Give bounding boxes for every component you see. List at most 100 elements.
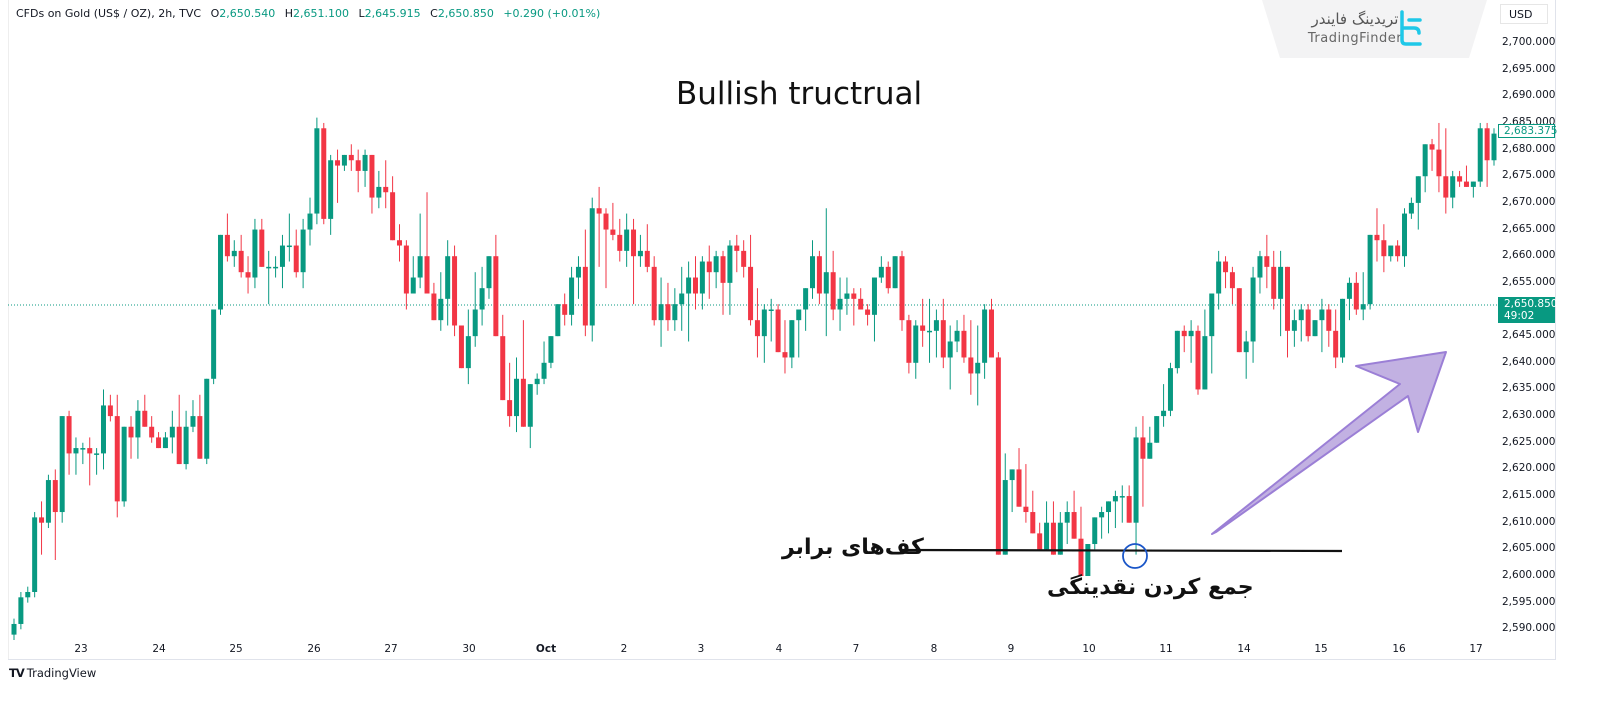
candle — [947, 325, 953, 390]
candle — [128, 416, 134, 459]
tradingview-brand[interactable]: TV TradingView — [9, 666, 96, 680]
candle — [1450, 170, 1456, 209]
candle — [1429, 138, 1435, 171]
low-value: 2,645.915 — [364, 7, 421, 20]
symbol-name: CFDs on Gold (US$ / OZ), 2h, TVC — [16, 7, 202, 20]
candle — [562, 293, 568, 326]
candle — [816, 250, 822, 305]
candle — [610, 202, 616, 241]
candle — [149, 416, 155, 443]
candle — [679, 266, 685, 331]
candle — [1050, 501, 1056, 555]
candle — [1298, 304, 1304, 342]
time-tick-label: 11 — [1159, 643, 1173, 655]
candle — [768, 298, 774, 342]
close-value: 2,650.850 — [437, 7, 494, 20]
candle — [472, 272, 478, 347]
price-tick-label: 2,610.000 — [1502, 515, 1556, 528]
candle — [1057, 512, 1063, 555]
candle — [390, 176, 396, 241]
candle — [245, 256, 251, 294]
candle — [66, 410, 72, 475]
candle — [1174, 330, 1180, 374]
candle — [355, 149, 361, 193]
tradingview-label: TradingView — [26, 666, 97, 680]
candle — [1415, 176, 1421, 230]
candle — [197, 394, 203, 459]
candle — [438, 272, 444, 331]
candle — [575, 256, 581, 299]
candle — [823, 208, 829, 337]
candle — [982, 304, 988, 379]
candle — [631, 218, 637, 305]
price-tick-label: 2,700.000 — [1502, 36, 1556, 48]
candle — [32, 512, 38, 598]
candle — [1092, 517, 1098, 550]
candle — [569, 266, 575, 326]
liquidity-sweep-label: جمع کردن نقدینگی — [1047, 575, 1254, 600]
candle — [865, 304, 871, 326]
time-tick-label: 24 — [152, 643, 166, 655]
candle — [858, 288, 864, 310]
time-tick-label: 16 — [1392, 643, 1406, 655]
high-value: 2,651.100 — [293, 7, 350, 20]
candle — [1209, 293, 1215, 374]
candle — [1408, 197, 1414, 219]
candle — [892, 256, 898, 289]
candle — [507, 362, 513, 427]
candle — [1161, 384, 1167, 427]
symbol-legend[interactable]: CFDs on Gold (US$ / OZ), 2h, TVC O2,650.… — [16, 7, 600, 20]
candle — [624, 213, 630, 267]
candle — [1381, 224, 1387, 273]
price-tick-label: 2,675.000 — [1502, 169, 1556, 182]
candle — [135, 400, 141, 459]
change-value: +0.290 (+0.01%) — [503, 7, 601, 20]
price-tick-label: 2,690.000 — [1502, 89, 1556, 102]
time-tick-label: 10 — [1082, 643, 1096, 655]
candle — [169, 410, 175, 454]
candle — [1140, 416, 1146, 507]
candle — [410, 256, 416, 294]
candle — [279, 234, 285, 289]
candle — [1326, 304, 1332, 347]
price-tick-label: 2,635.000 — [1502, 382, 1556, 395]
price-tick-label: 2,655.000 — [1502, 275, 1556, 288]
candle — [520, 320, 526, 427]
candle — [920, 298, 926, 347]
candle — [142, 394, 148, 427]
candle — [885, 261, 891, 294]
candle — [45, 474, 51, 529]
candle — [1470, 181, 1476, 198]
candle — [231, 240, 237, 267]
candle — [761, 304, 767, 363]
candle — [1085, 544, 1091, 576]
currency-selector[interactable]: USD — [1500, 4, 1548, 24]
candle — [80, 442, 86, 465]
candle — [1477, 122, 1483, 187]
price-tick-label: 2,605.000 — [1502, 542, 1556, 555]
price-tick-label: 2,595.000 — [1502, 595, 1556, 608]
high-price-label: 2,683.375 — [1498, 124, 1557, 138]
candle — [1009, 469, 1015, 513]
candle — [734, 234, 740, 273]
price-axis-border — [1555, 0, 1556, 660]
candle — [754, 288, 760, 358]
price-tick-label: 2,645.000 — [1502, 329, 1556, 342]
time-tick-label: 15 — [1314, 643, 1328, 655]
candle — [493, 234, 499, 337]
candle — [603, 208, 609, 289]
candle — [1016, 448, 1022, 507]
candle — [259, 218, 265, 267]
candle — [376, 170, 382, 209]
candle — [878, 256, 884, 283]
close-label: C — [430, 7, 438, 20]
candle — [107, 394, 113, 422]
candle — [548, 336, 554, 369]
candle — [803, 288, 809, 331]
candle — [1002, 453, 1008, 555]
candle — [190, 400, 196, 433]
price-tick-label: 2,665.000 — [1502, 222, 1556, 235]
candle — [1133, 426, 1139, 555]
